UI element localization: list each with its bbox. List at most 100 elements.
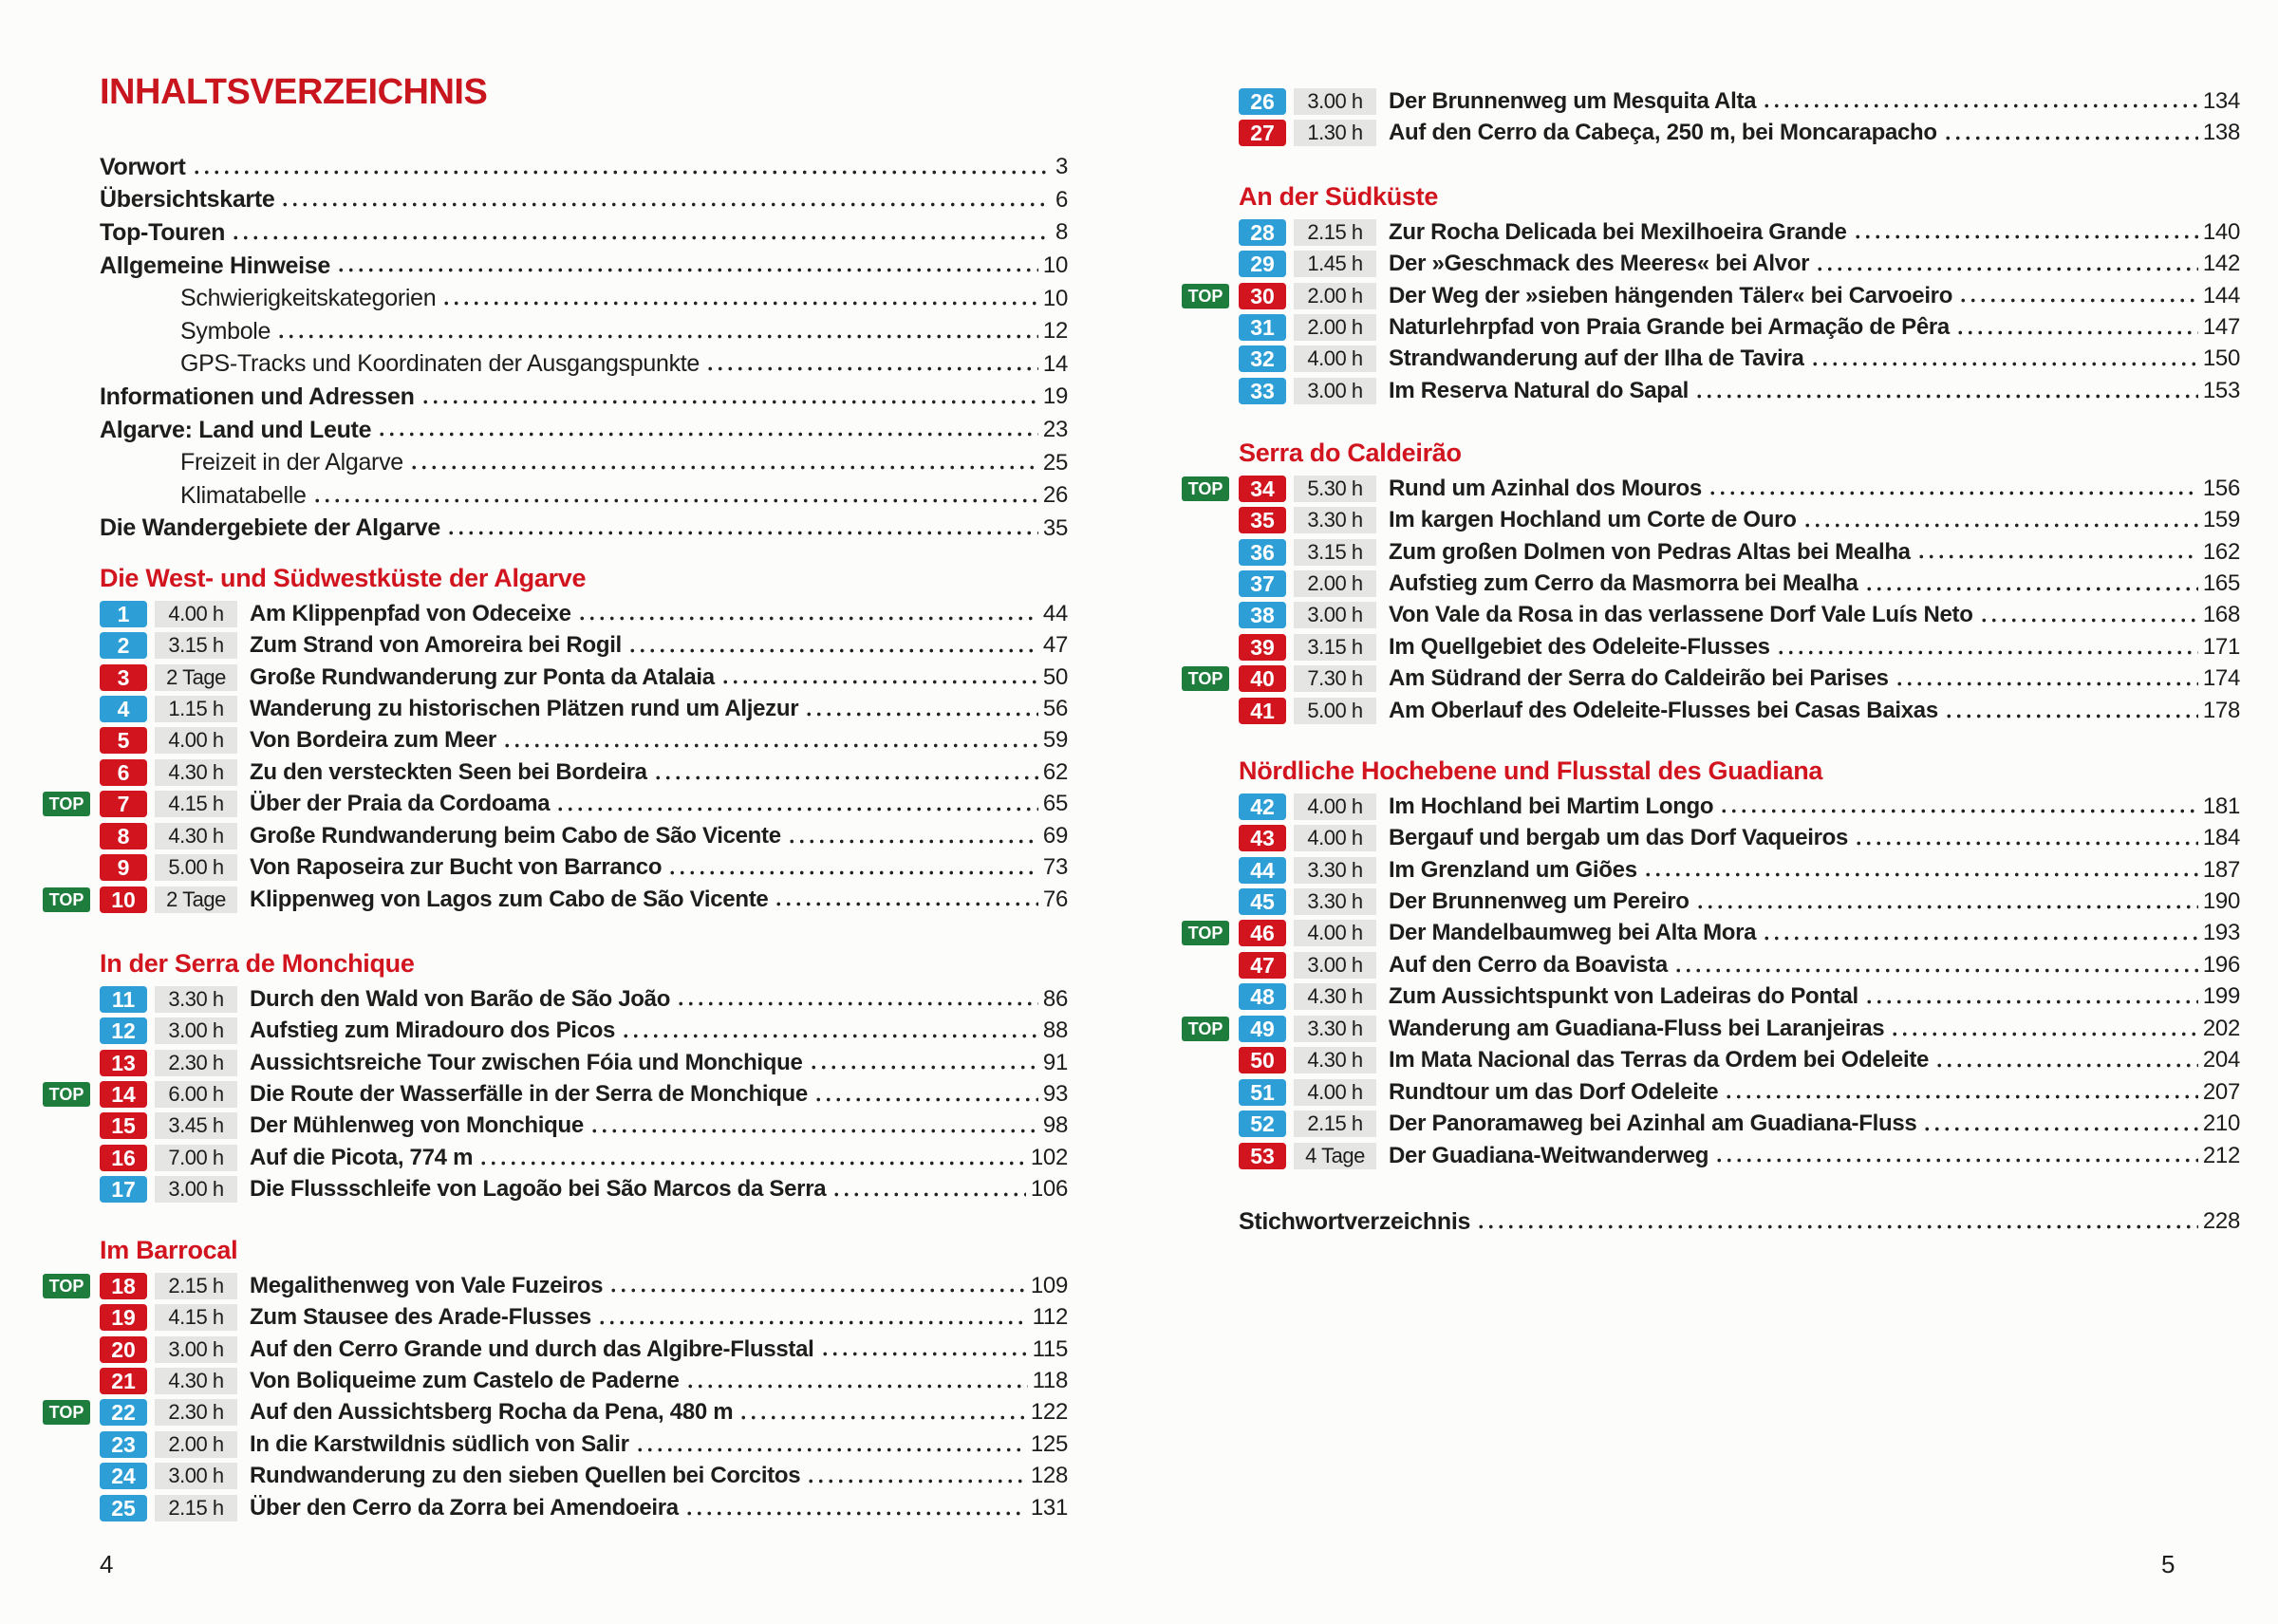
tour-row: 37 2.00 h Aufstieg zum Cerro da Masmorra b… bbox=[1239, 568, 2240, 599]
dot-leader bbox=[1915, 554, 2198, 560]
dot-leader bbox=[774, 902, 1038, 907]
dot-leader bbox=[276, 333, 1038, 339]
tour-duration: 3.00 h bbox=[1294, 87, 1376, 115]
tour-page-number: 193 bbox=[2202, 920, 2240, 946]
dot-leader bbox=[819, 1352, 1028, 1357]
toc-entry-label: Übersichtskarte bbox=[100, 186, 275, 214]
dot-leader bbox=[1775, 649, 2198, 655]
tour-row: 51 4.00 h Rundtour um das Dorf Odeleite 207 bbox=[1239, 1076, 2240, 1108]
tour-duration: 5.00 h bbox=[155, 854, 237, 882]
top-badge: TOP bbox=[1182, 921, 1229, 946]
tour-title: Der Brunnenweg um Pereiro bbox=[1389, 888, 1690, 915]
dot-leader bbox=[831, 1192, 1026, 1198]
tour-row: 6 4.30 h Zu den versteckten Seen bei Borde… bbox=[100, 756, 1068, 788]
tour-page-number: 59 bbox=[1042, 727, 1068, 754]
tour-page-number: 168 bbox=[2202, 602, 2240, 628]
tour-page-number: 115 bbox=[1032, 1335, 1069, 1362]
tour-page-number: 102 bbox=[1030, 1144, 1068, 1170]
tour-page-number: 196 bbox=[2202, 951, 2240, 978]
tour-number-badge: 15 bbox=[100, 1112, 147, 1140]
dot-leader bbox=[626, 647, 1038, 653]
tour-number-badge: 40 bbox=[1239, 665, 1286, 693]
tour-number-badge: 53 bbox=[1239, 1142, 1286, 1169]
tour-page-number: 112 bbox=[1032, 1304, 1069, 1331]
tour-row: 32 4.00 h Strandwanderung auf der Ilha de … bbox=[1239, 344, 2240, 375]
tour-duration: 2 Tage bbox=[155, 663, 237, 691]
toc-entry: Übersichtskarte 6 bbox=[100, 184, 1068, 217]
tour-number-badge: 33 bbox=[1239, 377, 1286, 404]
section-west-und-suedwestkueste: Die West- und Südwestküste der Algarve 1 4… bbox=[43, 564, 1068, 915]
tour-page-number: 73 bbox=[1042, 854, 1068, 881]
tour-title: Im Mata Nacional das Terras da Ordem bei… bbox=[1389, 1047, 1930, 1073]
dot-leader bbox=[1863, 999, 2198, 1005]
tour-row: 41 5.00 h Am Oberlauf des Odeleite-Flusses… bbox=[1239, 695, 2240, 726]
tour-title: Naturlehrpfad von Praia Grande bei Armaç… bbox=[1389, 314, 1950, 341]
tour-page-number: 122 bbox=[1030, 1399, 1068, 1426]
tour-number-badge: 43 bbox=[1239, 825, 1286, 852]
tour-row: 38 3.00 h Von Vale da Rosa in das verlasse… bbox=[1239, 600, 2240, 631]
tour-row: 8 4.30 h Große Rundwanderung beim Cabo de … bbox=[100, 820, 1068, 851]
section-heading: Nördliche Hochebene und Flusstal des Gua… bbox=[1239, 756, 1823, 785]
tour-page-number: 156 bbox=[2202, 475, 2240, 501]
tour-duration: 1.15 h bbox=[155, 696, 237, 723]
tour-title: Megalithenweg von Vale Fuzeiros bbox=[250, 1272, 604, 1298]
tour-row: 43 4.00 h Bergauf und bergab um das Dorf V… bbox=[1239, 822, 2240, 853]
tour-title: Im Quellgebiet des Odeleite-Flusses bbox=[1389, 633, 1770, 660]
tour-duration: 2.15 h bbox=[155, 1272, 237, 1299]
tour-row: 5 4.00 h Von Bordeira zum Meer 59 bbox=[100, 725, 1068, 756]
tour-title: Auf den Cerro Grande und durch das Algib… bbox=[250, 1335, 814, 1362]
tour-row: 26 3.00 h Der Brunnenweg um Mesquita Alta 1… bbox=[1239, 85, 2240, 117]
tour-page-number: 62 bbox=[1042, 758, 1068, 785]
tour-duration: 3.15 h bbox=[155, 632, 237, 660]
tour-number-badge: 39 bbox=[1239, 633, 1286, 661]
tour-number-badge: 16 bbox=[100, 1144, 147, 1171]
toc-entry-label: Top-Touren bbox=[100, 218, 226, 246]
tour-duration: 2.00 h bbox=[155, 1430, 237, 1458]
tour-number-badge: 12 bbox=[100, 1017, 147, 1045]
dot-leader bbox=[738, 1415, 1026, 1421]
tour-duration: 6.00 h bbox=[155, 1081, 237, 1109]
tour-page-number: 98 bbox=[1042, 1112, 1068, 1139]
tour-title: Über der Praia da Cordoama bbox=[250, 791, 551, 817]
tour-number-badge: 10 bbox=[100, 886, 147, 913]
tour-duration: 4.00 h bbox=[1294, 793, 1376, 820]
tour-row: TOP 22 2.30 h Auf den Aussichtsberg Rocha d… bbox=[43, 1397, 1068, 1428]
top-badge: TOP bbox=[1182, 283, 1229, 308]
tour-duration: 2.30 h bbox=[155, 1049, 237, 1076]
page-number-left: 4 bbox=[100, 1550, 114, 1578]
tour-row: 28 2.15 h Zur Rocha Delicada bei Mexilhoei… bbox=[1239, 216, 2240, 248]
tour-duration: 3.15 h bbox=[1294, 633, 1376, 661]
tour-page-number: 153 bbox=[2202, 377, 2240, 403]
tour-page-number: 106 bbox=[1030, 1176, 1068, 1203]
dot-leader bbox=[1694, 904, 2198, 909]
tour-title: Der Weg der »sieben hängenden Täler« bei… bbox=[1389, 282, 1953, 308]
tour-number-badge: 14 bbox=[100, 1081, 147, 1109]
tour-row: 33 3.00 h Im Reserva Natural do Sapal 153 bbox=[1239, 375, 2240, 406]
dot-leader bbox=[478, 1160, 1026, 1166]
tour-number-badge: 3 bbox=[100, 663, 147, 691]
toc-entry-page: 25 bbox=[1042, 449, 1068, 476]
tour-row: 27 1.30 h Auf den Cerro da Cabeça, 250 m, … bbox=[1239, 117, 2240, 148]
dot-leader bbox=[1762, 103, 2198, 109]
toc-entry-page: 26 bbox=[1042, 482, 1068, 509]
top-badge: TOP bbox=[1182, 476, 1229, 501]
index-entry: Stichwortverzeichnis 228 bbox=[1239, 1205, 2240, 1238]
tour-number-badge: 46 bbox=[1239, 920, 1286, 947]
tour-row: 9 5.00 h Von Raposeira zur Bucht von Barra… bbox=[100, 852, 1068, 884]
dot-leader bbox=[1922, 1126, 2198, 1131]
tour-number-badge: 42 bbox=[1239, 793, 1286, 820]
tour-title: Auf den Cerro da Boavista bbox=[1389, 951, 1668, 978]
tour-number-badge: 22 bbox=[100, 1399, 147, 1427]
dot-leader bbox=[1802, 522, 2198, 528]
page-right: 26 3.00 h Der Brunnenweg um Mesquita Alta 1… bbox=[1139, 0, 2278, 1624]
tour-page-number: 162 bbox=[2202, 538, 2240, 565]
tour-duration: 3.00 h bbox=[155, 1463, 237, 1490]
tour-page-number: 184 bbox=[2202, 825, 2240, 851]
tour-title: Aufstieg zum Cerro da Masmorra bei Mealh… bbox=[1389, 570, 1858, 597]
dot-leader bbox=[420, 399, 1038, 404]
tour-duration: 3.30 h bbox=[1294, 507, 1376, 534]
toc-entry-label: Klimatabelle bbox=[180, 481, 307, 509]
tour-title: Am Südrand der Serra do Caldeirão bei Pa… bbox=[1389, 665, 1889, 692]
tour-number-badge: 36 bbox=[1239, 538, 1286, 566]
tour-page-number: 187 bbox=[2202, 856, 2240, 883]
